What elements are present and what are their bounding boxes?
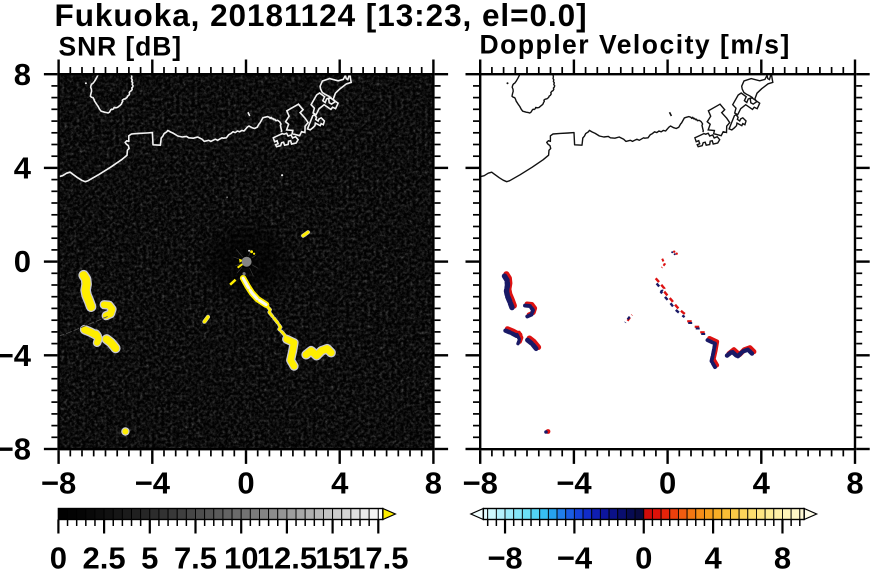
- svg-text:0: 0: [659, 466, 676, 501]
- svg-text:10: 10: [224, 541, 258, 570]
- svg-text:−4: −4: [0, 338, 32, 373]
- svg-text:Fukuoka, 20181124 [13:23, el=0: Fukuoka, 20181124 [13:23, el=0.0]: [55, 0, 588, 33]
- svg-text:8: 8: [774, 541, 791, 570]
- svg-text:8: 8: [846, 466, 863, 501]
- svg-text:0: 0: [14, 244, 31, 279]
- svg-text:5: 5: [141, 541, 158, 570]
- svg-text:−8: −8: [0, 432, 31, 467]
- svg-text:0: 0: [237, 466, 254, 501]
- svg-text:8: 8: [425, 466, 442, 501]
- svg-text:17.5: 17.5: [348, 541, 408, 570]
- svg-text:−4: −4: [557, 541, 593, 570]
- svg-text:8: 8: [14, 57, 31, 92]
- svg-text:4: 4: [14, 151, 32, 186]
- svg-text:0: 0: [635, 541, 652, 570]
- svg-text:4: 4: [331, 466, 349, 501]
- svg-text:12.5: 12.5: [257, 541, 317, 570]
- svg-text:15: 15: [315, 541, 349, 570]
- svg-text:7.5: 7.5: [174, 541, 217, 570]
- svg-text:2.5: 2.5: [83, 541, 126, 570]
- svg-text:4: 4: [704, 541, 722, 570]
- svg-text:Doppler Velocity [m/s]: Doppler Velocity [m/s]: [480, 30, 791, 60]
- svg-text:4: 4: [753, 466, 771, 501]
- svg-text:−4: −4: [556, 466, 592, 501]
- svg-text:−8: −8: [463, 466, 498, 501]
- svg-text:−8: −8: [41, 466, 76, 501]
- svg-text:SNR [dB]: SNR [dB]: [59, 32, 183, 62]
- svg-text:−8: −8: [487, 541, 522, 570]
- svg-text:−4: −4: [135, 466, 171, 501]
- svg-text:0: 0: [50, 541, 67, 570]
